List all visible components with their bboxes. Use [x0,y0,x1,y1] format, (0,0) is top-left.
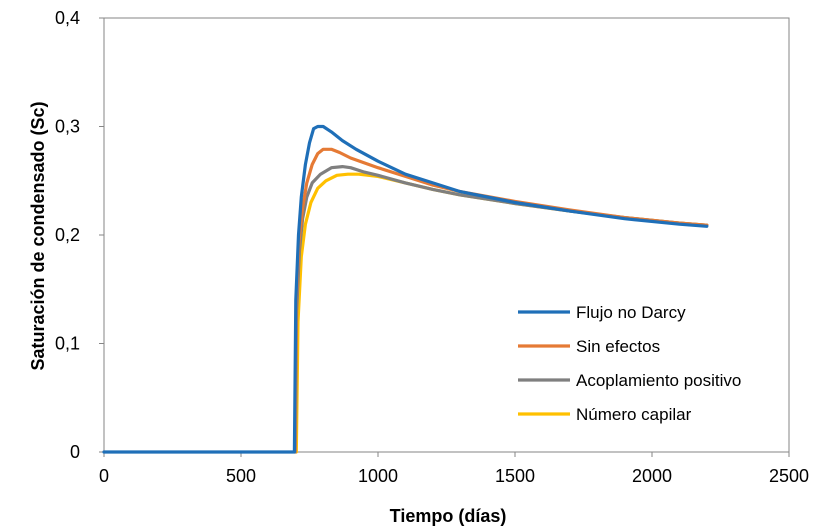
x-axis-ticks: 0 500 1000 1500 2000 2500 [99,452,809,486]
series-lines [102,124,709,454]
x-tick-label: 1000 [358,466,398,486]
x-tick-label: 0 [99,466,109,486]
x-tick-label: 1500 [495,466,535,486]
y-axis-title: Saturación de condensado (Sc) [28,101,48,370]
legend-label: Acoplamiento positivo [576,371,741,390]
x-tick-label: 500 [226,466,256,486]
y-axis-ticks: 0 0,1 0,2 0,3 0,4 [55,8,104,462]
legend-label: Número capilar [576,405,692,424]
y-tick-label: 0,2 [55,225,80,245]
y-tick-label: 0,4 [55,8,80,28]
legend-label: Flujo no Darcy [576,303,686,322]
y-tick-label: 0 [70,442,80,462]
legend: Flujo no Darcy Sin efectos Acoplamiento po… [518,303,741,424]
x-tick-label: 2500 [769,466,809,486]
series-line-1 [102,124,709,454]
x-tick-label: 2000 [632,466,672,486]
legend-label: Sin efectos [576,337,660,356]
x-axis-title: Tiempo (días) [390,506,507,526]
y-tick-label: 0,3 [55,117,80,137]
y-tick-label: 0,1 [55,334,80,354]
